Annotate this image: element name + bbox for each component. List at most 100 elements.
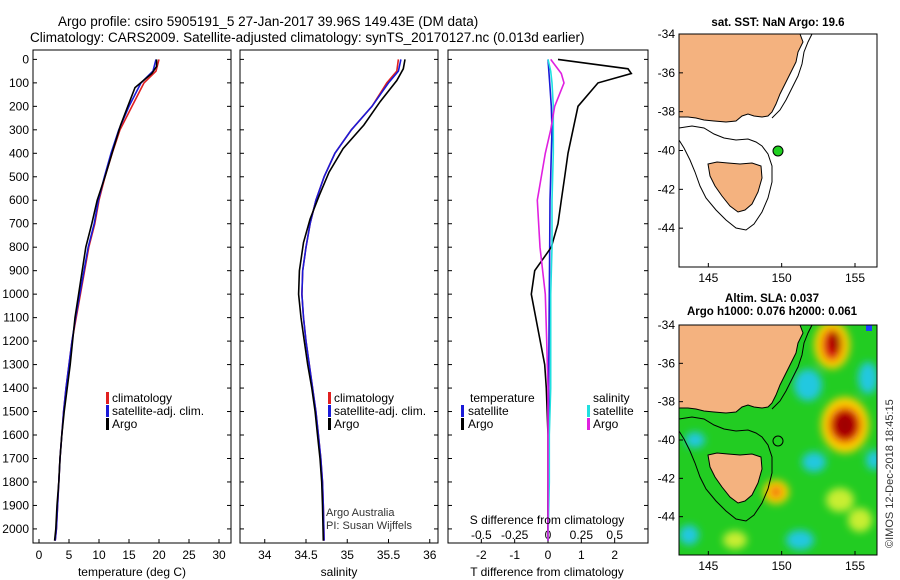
- temperature-x-axis: 0 5 10 15 20 25 30: [33, 58, 231, 562]
- mainland-australia-sla: [678, 324, 804, 414]
- temperature-series-satellite-adj-clim-: [54, 59, 157, 541]
- s-difference-tick-label: -0.5: [471, 528, 492, 542]
- depth-tick-label: 0: [22, 52, 29, 66]
- tasmania: [707, 161, 763, 213]
- depth-tick-label: 1000: [2, 287, 29, 301]
- difference-legend: temperature satellite Argo salinity sate…: [461, 391, 634, 431]
- sla-map-lat-tick-label: -34: [658, 318, 676, 332]
- salinity-series-argo: [297, 59, 406, 541]
- depth-tick-label: 1600: [2, 428, 29, 442]
- salinity-x-label: salinity: [321, 565, 358, 579]
- imos-watermark: ©IMOS 12-Dec-2018 18:45:15: [884, 399, 896, 548]
- credit-line-2: PI: Susan Wijffels: [326, 520, 412, 532]
- difference-x-tick-label: 0: [545, 548, 552, 562]
- salinity-panel-frame: [239, 49, 439, 544]
- difference-x-tick-label: 2: [611, 548, 618, 562]
- salinity-x-tick-label: 36: [423, 548, 437, 562]
- legend-swatch-climatology: [328, 392, 331, 404]
- legend-label-t-argo: Argo: [468, 417, 494, 431]
- tasmania-sla: [707, 452, 763, 504]
- depth-tick-label: 2000: [2, 522, 29, 536]
- sla-map: Altim. SLA: 0.037 Argo h1000: 0.076 h200…: [658, 293, 878, 573]
- sst-map-title: sat. SST: NaN Argo: 19.6: [711, 17, 844, 29]
- sst-map-lat-tick-label: -42: [658, 182, 676, 196]
- depth-tick-label: 100: [9, 76, 29, 90]
- sst-map-lon-tick-label: 150: [772, 271, 792, 285]
- sst-map-axes: 145 150 155 -34 -36 -38 -40 -42 -44: [658, 27, 866, 285]
- difference-panel: -2 -1 0 1 2 -0.5 -0.25 0 0.25 0.5 T difference f…: [447, 49, 649, 579]
- temperature-panel-frame: [32, 49, 232, 544]
- sla-map-lon-tick-label: 150: [772, 559, 792, 573]
- legend-label-t-satellite: satellite: [468, 404, 509, 418]
- salinity-x-tick-label: 35: [341, 548, 355, 562]
- depth-axis: 0 100 200 300 400 500 600 700 800 900 1000 1100 1200…: [2, 52, 29, 536]
- legend-label-satellite: satellite-adj. clim.: [112, 404, 204, 418]
- salinity-panel: 34 34.5 35 35.5 36 salinity climatology sate…: [239, 49, 439, 579]
- temperature-x-tick-label: 0: [36, 548, 43, 562]
- salinity-x-tick-label: 35.5: [377, 548, 401, 562]
- legend-label-s-argo: Argo: [593, 417, 619, 431]
- legend-swatch-t-argo: [461, 418, 464, 430]
- t-difference-x-label: T difference from climatology: [470, 565, 624, 579]
- legend-swatch-satellite: [328, 405, 331, 417]
- depth-tick-label: 1100: [3, 311, 29, 325]
- legend-label-s-satellite: satellite: [593, 404, 634, 418]
- depth-tick-label: 900: [9, 264, 29, 278]
- sla-map-lat-tick-label: -38: [658, 395, 676, 409]
- argo-float-marker-sla: [772, 435, 784, 447]
- temperature-x-tick-label: 15: [122, 548, 136, 562]
- difference-series-s-satellite: [547, 59, 555, 541]
- legend-label-climatology: climatology: [112, 391, 172, 405]
- legend-swatch-t-satellite: [461, 405, 464, 417]
- temperature-series-argo: [53, 59, 158, 541]
- s-difference-label: S difference from climatology: [470, 513, 625, 527]
- depth-tick-label: 1300: [2, 358, 29, 372]
- difference-x-tick-label: 1: [578, 548, 585, 562]
- legend-label-climatology: climatology: [334, 391, 394, 405]
- difference-series: [530, 58, 633, 541]
- legend-swatch-argo: [106, 418, 109, 430]
- depth-tick-label: 300: [9, 123, 29, 137]
- sla-map-lat-tick-label: -44: [658, 510, 676, 524]
- sst-map-lat-tick-label: -38: [658, 105, 676, 119]
- temperature-x-tick-label: 20: [152, 548, 166, 562]
- legend-heading-salinity: salinity: [593, 391, 630, 405]
- temperature-x-tick-label: 30: [212, 548, 226, 562]
- depth-tick-label: 600: [9, 193, 29, 207]
- sla-map-title-2: Argo h1000: 0.076 h2000: 0.061: [687, 306, 858, 318]
- sla-map-title-1: Altim. SLA: 0.037: [725, 293, 819, 305]
- depth-tick-label: 200: [9, 99, 29, 113]
- temperature-x-tick-label: 25: [182, 548, 196, 562]
- difference-series-t-argo: [530, 58, 633, 541]
- difference-series-s-argo: [536, 58, 565, 541]
- salinity-x-axis: 34 34.5 35 35.5 36: [240, 58, 438, 562]
- figure-title-line-2: Climatology: CARS2009. Satellite-adjuste…: [30, 30, 585, 45]
- legend-swatch-satellite: [106, 405, 109, 417]
- sla-map-lat-tick-label: -36: [658, 356, 676, 370]
- legend-heading-temperature: temperature: [470, 391, 535, 405]
- s-difference-tick-label: 0.5: [606, 528, 623, 542]
- mainland-australia: [678, 33, 804, 123]
- salinity-legend: climatology satellite-adj. clim. Argo: [328, 391, 426, 431]
- temperature-x-tick-label: 10: [92, 548, 106, 562]
- temperature-panel: 0 5 10 15 20 25 30 temperature (deg C) climato…: [32, 49, 232, 579]
- depth-tick-label: 1400: [2, 381, 29, 395]
- salinity-x-tick-label: 34.5: [294, 548, 318, 562]
- difference-x-tick-label: -1: [509, 548, 520, 562]
- difference-x-axis: -2 -1 0 1 2: [448, 58, 648, 562]
- s-difference-tick-label: 0.25: [570, 528, 594, 542]
- depth-tick-label: 500: [9, 170, 29, 184]
- temperature-series: [53, 59, 160, 541]
- sla-map-lat-tick-label: -40: [658, 433, 676, 447]
- temperature-series-climatology: [54, 59, 160, 541]
- salinity-difference-axis: -0.5 -0.25 0 0.25 0.5: [471, 528, 623, 542]
- salinity-series: [297, 59, 406, 541]
- legend-label-argo: Argo: [112, 417, 138, 431]
- depth-tick-label: 400: [9, 146, 29, 160]
- continental-shelf-contour: [678, 33, 813, 231]
- sst-map-lon-tick-label: 145: [698, 271, 718, 285]
- sla-map-axes: 145 150 155 -34 -36 -38 -40 -42 -44: [658, 318, 866, 573]
- salinity-x-tick-label: 34: [258, 548, 272, 562]
